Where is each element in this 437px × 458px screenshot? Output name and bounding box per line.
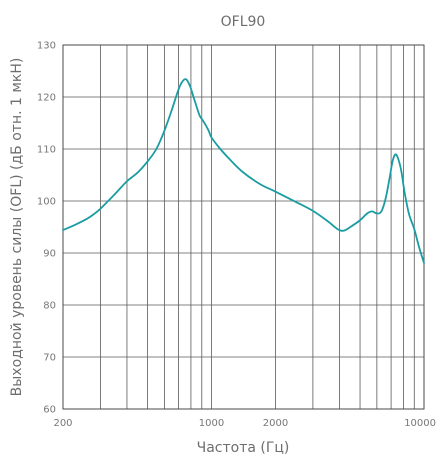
y-tick-label: 100 bbox=[37, 197, 56, 208]
y-tick-label: 80 bbox=[43, 301, 56, 312]
x-tick-label: 2000 bbox=[263, 418, 288, 429]
x-tick-label: 10000 bbox=[404, 418, 436, 429]
y-tick-label: 90 bbox=[43, 249, 56, 260]
y-tick-labels: 60 70 80 90 100 110 120 130 bbox=[37, 41, 56, 416]
x-tick-label: 1000 bbox=[199, 418, 224, 429]
x-tick-label: 200 bbox=[53, 418, 72, 429]
y-tick-label: 70 bbox=[43, 353, 56, 364]
x-axis-label: Частота (Гц) bbox=[197, 440, 290, 456]
plot-frame bbox=[62, 44, 425, 410]
series-line bbox=[62, 78, 425, 264]
x-tick-labels: 200 1000 2000 10000 bbox=[53, 418, 436, 429]
y-tick-label: 120 bbox=[37, 93, 56, 104]
y-tick-label: 60 bbox=[43, 405, 56, 416]
x-gridlines bbox=[62, 45, 425, 409]
chart-title: OFL90 bbox=[221, 14, 266, 30]
y-axis-label: Выходной уровень силы (OFL) (дБ отн. 1 м… bbox=[9, 58, 25, 397]
y-tick-label: 130 bbox=[37, 41, 56, 52]
y-tick-label: 110 bbox=[37, 145, 56, 156]
y-gridlines bbox=[63, 44, 424, 410]
